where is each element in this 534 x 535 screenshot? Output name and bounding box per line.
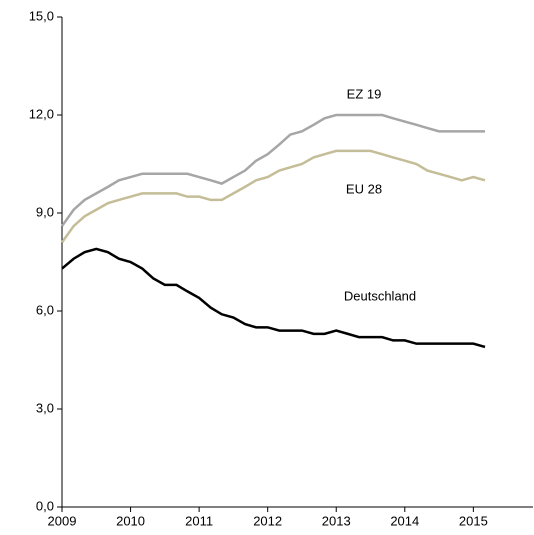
series-line — [60, 113, 486, 227]
y-tick-label: 6,0 — [36, 302, 54, 317]
x-tick-label: 2012 — [253, 513, 282, 528]
x-tick-label: 2015 — [459, 513, 488, 528]
y-tick-label: 15,0 — [29, 8, 54, 23]
series-line — [60, 149, 486, 244]
y-tick-label: 9,0 — [36, 204, 54, 219]
series-label: EU 28 — [346, 181, 382, 196]
x-tick-label: 2011 — [185, 513, 213, 528]
x-tick-label: 2010 — [116, 513, 145, 528]
series-line — [61, 247, 486, 349]
y-tick-label: 12,0 — [29, 106, 54, 121]
x-tick-label: 2009 — [48, 513, 77, 528]
series-label: Deutschland — [344, 288, 416, 303]
y-tick-label: 0,0 — [36, 498, 54, 513]
x-tick-label: 2014 — [390, 513, 419, 528]
x-tick-label: 2013 — [322, 513, 351, 528]
y-tick-label: 3,0 — [36, 400, 54, 415]
series-label: EZ 19 — [347, 86, 382, 101]
